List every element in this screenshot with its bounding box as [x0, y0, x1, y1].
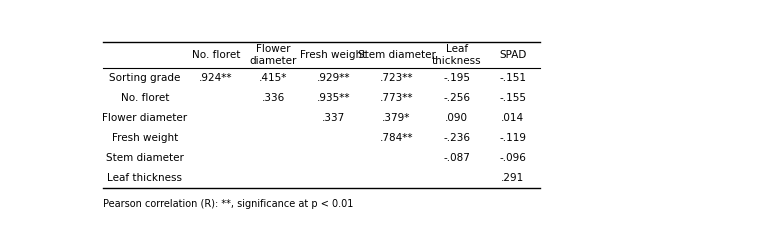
Text: .379*: .379*: [383, 113, 410, 123]
Text: -.151: -.151: [499, 73, 526, 83]
Text: .935**: .935**: [317, 93, 350, 103]
Text: -.087: -.087: [443, 153, 470, 163]
Text: .090: .090: [445, 113, 468, 123]
Text: .924**: .924**: [199, 73, 233, 83]
Text: Pearson correlation (R): **, significance at p < 0.01: Pearson correlation (R): **, significanc…: [103, 199, 353, 209]
Text: No. floret: No. floret: [192, 50, 240, 60]
Text: Fresh weight: Fresh weight: [301, 50, 366, 60]
Text: .773**: .773**: [380, 93, 414, 103]
Text: -.236: -.236: [443, 133, 470, 143]
Text: -.256: -.256: [443, 93, 470, 103]
Text: Leaf thickness: Leaf thickness: [107, 173, 182, 183]
Text: Sorting grade: Sorting grade: [109, 73, 181, 83]
Text: Leaf
thickness: Leaf thickness: [432, 44, 482, 66]
Text: No. floret: No. floret: [121, 93, 169, 103]
Text: -.195: -.195: [443, 73, 470, 83]
Text: -.119: -.119: [499, 133, 526, 143]
Text: .336: .336: [262, 93, 285, 103]
Text: Stem diameter: Stem diameter: [106, 153, 184, 163]
Text: .723**: .723**: [380, 73, 414, 83]
Text: Flower diameter: Flower diameter: [102, 113, 188, 123]
Text: .784**: .784**: [380, 133, 414, 143]
Text: Flower
diameter: Flower diameter: [250, 44, 297, 66]
Text: .291: .291: [501, 173, 524, 183]
Text: .014: .014: [501, 113, 524, 123]
Text: Stem diameter: Stem diameter: [357, 50, 435, 60]
Text: .929**: .929**: [317, 73, 350, 83]
Text: SPAD: SPAD: [499, 50, 526, 60]
Text: .415*: .415*: [259, 73, 288, 83]
Text: -.155: -.155: [499, 93, 526, 103]
Text: -.096: -.096: [499, 153, 526, 163]
Text: .337: .337: [322, 113, 346, 123]
Text: Fresh weight: Fresh weight: [112, 133, 178, 143]
